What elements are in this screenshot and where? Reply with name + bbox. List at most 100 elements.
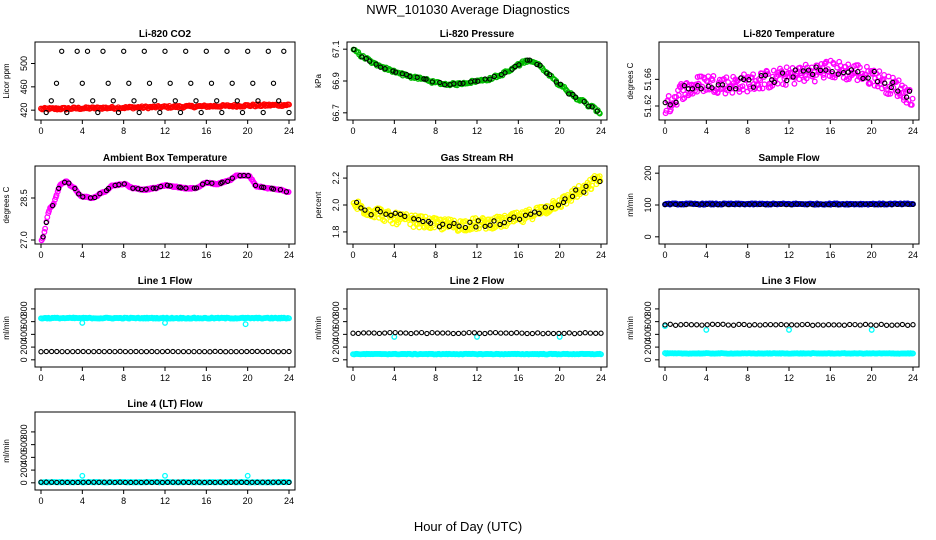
panel-4-xtick-label: 4	[80, 250, 85, 260]
panel-3-avg-point	[906, 88, 913, 94]
panel-4-avg-point	[43, 219, 49, 226]
panel-10-avg-point	[259, 479, 266, 485]
panel-5-avg-point	[427, 220, 434, 226]
panel-5-avg-point	[467, 219, 473, 225]
panel-5-avg-point	[581, 189, 587, 195]
panel-8-avg-point	[508, 330, 514, 336]
panel-3-raw-point	[739, 83, 746, 90]
panel-9-avg-point	[672, 322, 679, 328]
panel-6-xtick-label: 16	[825, 250, 835, 260]
panel-2-avg-point	[586, 103, 592, 109]
panel-5-ytick-label: 1.8	[331, 226, 341, 239]
panel-9-raw-point	[910, 350, 916, 357]
panel-7-xtick-label: 4	[80, 373, 85, 383]
panel-7-avg-point	[180, 348, 187, 355]
panel-8-avg-point	[598, 330, 604, 336]
panel-3-xtick-label: 4	[704, 126, 709, 136]
panel-6-avg-point	[752, 201, 758, 207]
panel-6-avg-point	[688, 201, 695, 207]
panel-1-avg-point	[214, 98, 220, 104]
panel-7-avg-point	[196, 348, 202, 355]
panel-4-avg-point	[270, 186, 277, 192]
panel-6-xtick-label: 20	[867, 250, 877, 260]
panel-7-ytick-label: 400	[19, 327, 29, 342]
panel-6-avg-point	[762, 201, 768, 208]
panel-3-avg-point	[903, 94, 910, 100]
panel-3-avg-point	[823, 67, 829, 73]
panel-4-series-avg	[40, 172, 290, 240]
panel-4-avg-point	[167, 183, 173, 189]
panel-4-title: Ambient Box Temperature	[103, 153, 228, 164]
panel-3-raw-point	[756, 85, 763, 92]
panel-3-avg-point	[762, 72, 769, 78]
panel-5-avg-point	[507, 216, 513, 223]
panel-5-raw-point	[419, 213, 425, 220]
panel-3-raw-point	[895, 77, 902, 84]
panel-8-raw-point	[556, 333, 563, 340]
panel-9-xtick-label: 12	[784, 373, 794, 383]
panel-8-avg-point	[455, 330, 462, 337]
panel-7-avg-point	[143, 348, 150, 355]
panel-10-avg-point	[154, 479, 160, 485]
panel-3-avg-point	[792, 67, 798, 73]
panel-2-avg-point	[487, 76, 493, 82]
panel-3-raw-point	[750, 71, 757, 78]
panel-8-ytick-label: 400	[331, 327, 341, 342]
panel-9-avg-point	[762, 322, 768, 328]
panel-5-raw-point	[431, 224, 438, 231]
panel-3-avg-point	[740, 76, 747, 83]
panel-3-avg-point	[882, 80, 888, 86]
panel-7-xtick-label: 8	[121, 373, 126, 383]
panel-7-avg-point	[244, 348, 250, 355]
panel-4-avg-point	[259, 184, 265, 190]
panel-3-ylabel: degrees C	[626, 62, 635, 99]
panel-1-avg-point	[229, 80, 235, 86]
panel-10-xtick-label: 4	[80, 496, 85, 506]
panel-1-xtick-label: 0	[38, 126, 43, 136]
panel-10-ytick-label: 600	[19, 437, 29, 452]
panel-6-avg-point	[857, 201, 863, 208]
panel-6-avg-point	[815, 201, 821, 207]
panel-3-avg-point	[698, 86, 704, 92]
panel-10-avg-point	[70, 479, 76, 486]
panel-3-xtick-label: 12	[784, 126, 794, 136]
panel-2-avg-point	[367, 58, 373, 64]
panel-7-avg-point	[96, 348, 102, 355]
panel-10-series-raw	[38, 472, 292, 486]
panel-5-raw-point	[588, 186, 595, 192]
panel-6-avg-point	[810, 201, 816, 208]
panel-8-avg-point	[355, 330, 361, 337]
panel-3-raw-point	[871, 82, 878, 89]
panel-3-raw-point	[710, 73, 717, 79]
panel-3-avg-point	[817, 67, 824, 74]
panel-1-avg-point	[203, 48, 209, 54]
panel-3-avg-point	[784, 77, 790, 84]
panel-3-avg-point	[895, 88, 901, 94]
panel-8-avg-point	[413, 330, 419, 336]
panel-9-avg-point	[767, 321, 774, 328]
panel-5-avg-point	[482, 223, 488, 230]
panel-3-raw-point	[909, 95, 916, 102]
panel-10-avg-point	[117, 479, 123, 485]
panel-10-xtick-label: 16	[201, 496, 211, 506]
panel-5-xtick-label: 0	[350, 250, 355, 260]
panel-10-avg-point	[106, 479, 113, 485]
panel-1-avg-point	[172, 98, 178, 104]
panel-3-raw-point	[675, 92, 682, 99]
panel-3-avg-point	[888, 84, 894, 91]
panel-9-avg-point	[683, 321, 689, 328]
panel-6-title: Sample Flow	[758, 153, 819, 164]
panel-5-avg-point	[473, 224, 479, 230]
panel-4-raw-point	[41, 229, 48, 235]
panel-1-avg-point	[126, 80, 132, 86]
panel-2-avg-point	[557, 81, 564, 87]
panel-7-avg-point	[149, 348, 155, 355]
panel-5-raw-point	[381, 218, 388, 225]
panel-3-avg-point	[890, 79, 896, 86]
panel-6-avg-point	[662, 201, 668, 208]
panel-3-avg-point	[695, 82, 701, 89]
panel-9-avg-point	[704, 322, 710, 328]
panel-5-xtick-label: 24	[596, 250, 606, 260]
panel-7-avg-point	[254, 348, 260, 355]
panel-1-avg-point	[90, 98, 96, 104]
